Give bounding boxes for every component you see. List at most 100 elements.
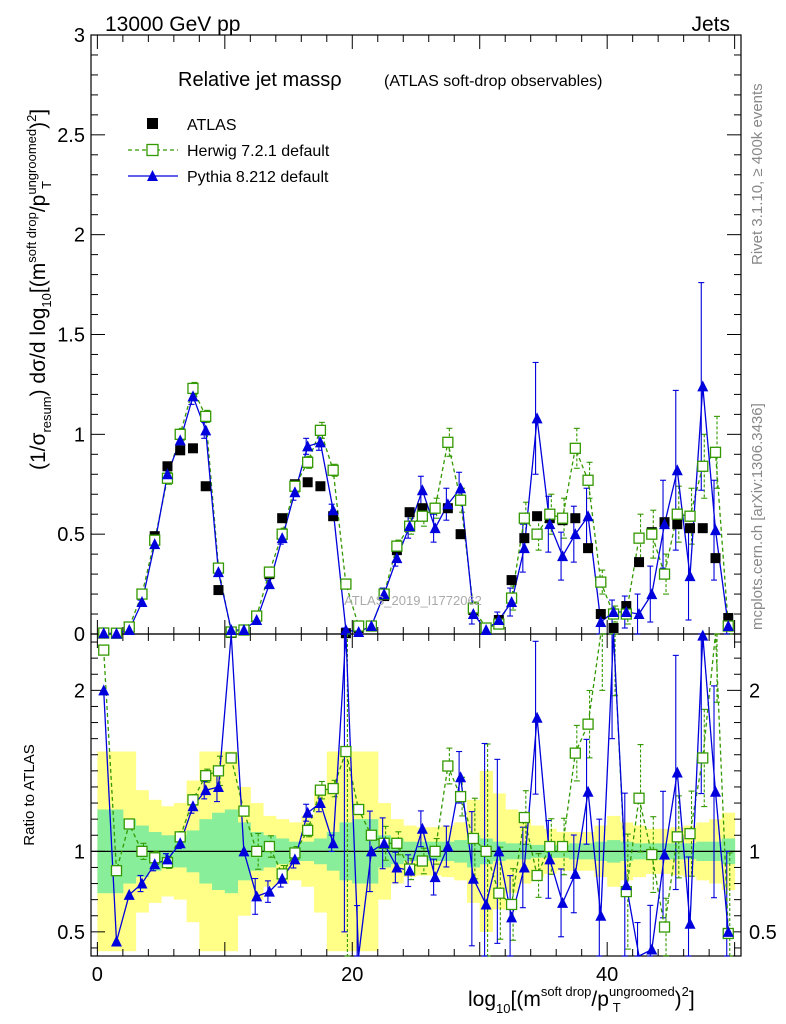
pythia-data-point	[480, 624, 492, 636]
pythia-ratio-point	[289, 853, 301, 865]
atlas-data-point	[634, 557, 645, 568]
atlas-data-point	[570, 513, 581, 524]
herwig-ratio-point	[200, 770, 212, 782]
legend-pythia-label: Pythia 8.212 default	[187, 169, 329, 186]
pythia-ratio-point	[493, 845, 505, 857]
pythia-ratio-point	[149, 858, 161, 870]
herwig-data-point	[595, 576, 607, 588]
herwig-ratio-point	[480, 845, 492, 857]
herwig-ratio-point	[251, 845, 263, 857]
pythia-ratio-point	[391, 861, 403, 873]
atlas-data-point	[455, 529, 466, 540]
atlas-data-point	[595, 609, 606, 620]
pythia-data-point	[467, 608, 479, 620]
herwig-ratio-point	[467, 832, 480, 845]
pythia-data-point	[200, 424, 212, 436]
atlas-data-point	[583, 543, 594, 554]
herwig-data-point	[314, 424, 327, 436]
pythia-data-point	[340, 624, 352, 636]
pythia-data-point	[633, 608, 645, 620]
pythia-ratio-point	[582, 785, 594, 797]
atlas-data-point	[506, 575, 517, 586]
pythia-data-point	[98, 627, 110, 639]
pythia-ratio-point	[378, 837, 390, 849]
pythia-data-point	[149, 538, 161, 550]
pythia-data-point	[506, 596, 518, 608]
herwig-data-point	[429, 502, 441, 514]
main-y-tick-label: 2.5	[57, 125, 85, 147]
watermark: ATLAS_2019_I1772062	[344, 593, 482, 608]
pythia-data-point	[212, 566, 224, 578]
pythia-data-point	[263, 578, 275, 590]
herwig-data-point	[582, 474, 594, 486]
pythia-ratio-point	[187, 800, 199, 812]
atlas-data-point	[672, 519, 683, 530]
pythia-ratio-point	[480, 898, 492, 910]
atlas-data-point	[723, 613, 734, 624]
herwig-ratio-point	[212, 765, 225, 777]
chart-title: Relative jet massρ	[178, 69, 342, 91]
pythia-data-point	[659, 518, 671, 530]
herwig-data-point	[671, 508, 683, 520]
pythia-ratio-point	[416, 822, 428, 834]
herwig-data-point	[200, 410, 212, 423]
pythia-ratio-point	[238, 845, 250, 857]
herwig-ratio-point	[493, 887, 505, 899]
pythia-data-point	[620, 606, 632, 618]
pythia-data-point	[327, 504, 339, 516]
x-tick-label: 20	[341, 964, 363, 986]
pythia-ratio-point	[263, 885, 275, 897]
herwig-ratio-point	[518, 811, 530, 824]
pythia-ratio-point	[455, 771, 467, 783]
herwig-data-point	[454, 494, 467, 506]
herwig-ratio-point	[225, 752, 237, 764]
pythia-ratio-point	[327, 837, 339, 849]
pythia-ratio-point	[569, 867, 581, 879]
x-tick-label: 0	[92, 964, 103, 986]
pythia-data-point	[404, 520, 416, 532]
pythia-ratio-point	[710, 785, 722, 797]
x-axis-title: log10[(msoft drop/pungroomed T)2]	[468, 984, 695, 1016]
svg-text:log10[(msoft drop/pungroomedT): log10[(msoft drop/pungroomed T)2]	[468, 984, 695, 1016]
main-y-tick-label: 1.5	[57, 325, 85, 347]
pythia-ratio-point	[518, 861, 530, 873]
herwig-data-point	[518, 512, 530, 524]
atlas-data-point	[710, 553, 721, 564]
atlas-data-point	[302, 477, 313, 488]
pythia-data-point	[187, 390, 199, 402]
category-label: Jets	[691, 13, 730, 36]
pythia-data-point	[722, 620, 734, 632]
herwig-ratio-point	[314, 784, 327, 796]
pythia-data-point	[378, 588, 390, 600]
pythia-data-point	[123, 624, 135, 636]
atlas-data-point	[519, 533, 530, 544]
pythia-ratio-point	[276, 872, 288, 884]
herwig-ratio-point	[671, 831, 683, 843]
pythia-ratio-point	[697, 629, 709, 641]
pythia-ratio-point	[404, 864, 416, 876]
herwig-data-point	[391, 540, 403, 552]
main-y-tick-label: 1	[74, 424, 85, 446]
pythia-data-point	[251, 614, 263, 626]
pythia-ratio-point	[544, 853, 556, 865]
x-tick-label: 40	[596, 964, 618, 986]
pythia-ratio-point	[671, 766, 683, 778]
herwig-data-point	[263, 566, 276, 578]
atlas-data-point	[315, 481, 326, 492]
atlas-data-point	[404, 507, 415, 518]
herwig-data-point	[302, 456, 314, 468]
pythia-data-point	[608, 606, 620, 618]
ratio-y-tick-label-right: 0.5	[749, 922, 777, 944]
pythia-data-point	[365, 620, 377, 632]
herwig-data-point	[340, 578, 352, 590]
herwig-ratio-point	[582, 718, 594, 730]
atlas-data-point	[213, 585, 224, 596]
legend-atlas-marker	[147, 118, 158, 129]
herwig-ratio-point	[136, 845, 148, 857]
herwig-ratio-point	[697, 752, 709, 764]
series-layer	[98, 282, 734, 957]
pythia-data-point	[493, 614, 505, 626]
pythia-data-point	[238, 624, 250, 636]
atlas-data-point	[608, 623, 619, 634]
atlas-data-point	[187, 443, 198, 454]
